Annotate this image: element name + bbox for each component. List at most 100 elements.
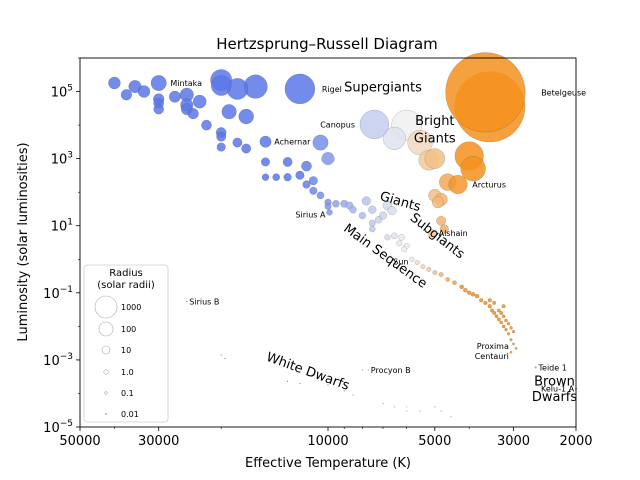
star-point (474, 293, 480, 299)
labeled-star-point (409, 256, 415, 262)
star-label: Arcturus (472, 181, 506, 190)
star-label: Procyon B (371, 366, 411, 375)
labeled-stars-layer: Mintaka Rigel Betelgeuse Canopus Achernar Arc… (150, 52, 586, 394)
x-tick-label: 3000 (497, 434, 530, 449)
star-point (501, 324, 506, 329)
star-point (387, 206, 397, 216)
labeled-star-point (367, 369, 369, 371)
star-point (384, 234, 391, 241)
star-point (382, 126, 406, 150)
star-point (374, 216, 383, 224)
star-point (169, 90, 181, 103)
star-point (424, 148, 445, 169)
star-point (426, 267, 432, 272)
star-point (487, 304, 492, 309)
star-point (438, 272, 444, 277)
star-point (499, 320, 503, 325)
star-point (224, 357, 226, 360)
legend-label: 0.1 (121, 389, 134, 398)
star-point (492, 300, 497, 305)
star-point (349, 206, 357, 214)
y-tick-base: 10 (43, 421, 60, 436)
star-point (302, 180, 311, 189)
legend-marker (98, 321, 114, 337)
star-point (501, 314, 506, 319)
star-point (436, 215, 446, 226)
star-point (479, 298, 484, 303)
legend-label: 10 (121, 346, 131, 355)
star-point (401, 246, 408, 253)
star-label: Mintaka (170, 79, 202, 88)
star-point (492, 311, 497, 315)
star-point (153, 103, 164, 115)
star-label: Rigel (322, 85, 342, 94)
labeled-star-point (448, 175, 468, 194)
star-point (220, 354, 222, 356)
star-point (445, 277, 450, 282)
star-point (295, 170, 305, 180)
labeled-star-point (445, 52, 526, 133)
x-tick-label: 30000 (138, 434, 179, 449)
x-tick-label: 10000 (307, 434, 348, 449)
star-label: Teide 1 (538, 363, 567, 372)
legend-marker (104, 412, 108, 416)
star-point (432, 196, 444, 209)
chart-title: Hertzsprung–Russell Diagram (216, 35, 438, 53)
radius-legend: Radius(solar radii) 1000 100 10 1.0 0.1 0.01 (83, 264, 169, 423)
star-point (467, 290, 472, 295)
star-point (192, 94, 207, 109)
star-point (358, 212, 366, 220)
star-point (434, 406, 436, 408)
star-point (221, 104, 237, 120)
star-point (327, 384, 329, 386)
star-point (312, 134, 329, 151)
star-point (241, 143, 252, 154)
star-point (201, 119, 212, 131)
y-tick-exp: −3 (60, 352, 73, 362)
star-point (406, 406, 408, 408)
y-tick-base: 10 (51, 220, 68, 235)
star-point (211, 75, 232, 96)
x-tick-label: 2000 (559, 434, 592, 449)
labeled-star-point (427, 229, 436, 238)
star-point (470, 292, 476, 297)
star-point (261, 173, 270, 181)
star-point (368, 219, 376, 227)
star-point (343, 390, 345, 392)
star-point (261, 157, 270, 167)
star-point (496, 308, 501, 313)
star-point (108, 76, 121, 90)
y-tick-label: 10−5 (43, 419, 73, 436)
star-label: Betelgeuse (541, 88, 586, 97)
star-point (414, 260, 420, 265)
star-point (504, 318, 508, 323)
star-point (324, 202, 332, 210)
star-label: Sirius A (295, 210, 326, 219)
star-point (316, 191, 325, 200)
y-tick-base: 10 (51, 86, 68, 101)
y-tick-label: 10−3 (43, 352, 73, 369)
y-tick-exp: −1 (60, 285, 73, 295)
star-point (309, 186, 318, 195)
region-label: Giants (414, 132, 456, 147)
star-point (321, 152, 335, 166)
labeled-star-point (359, 109, 389, 139)
star-point (393, 406, 396, 408)
region-label: Dwarfs (532, 390, 578, 405)
star-point (352, 394, 354, 396)
star-point (299, 382, 301, 385)
star-point (439, 224, 449, 234)
labeled-star-point (186, 300, 188, 302)
labeled-star-point (326, 209, 333, 216)
star-point (490, 308, 494, 313)
star-point (391, 232, 398, 240)
legend-marker (103, 369, 109, 375)
legend-marker (94, 295, 118, 319)
x-tick-label: 5000 (418, 434, 451, 449)
star-point (506, 322, 511, 326)
y-tick-exp: −5 (60, 419, 73, 429)
y-axis-label: Luminosity (solar luminosities) (16, 142, 31, 341)
y-tick-label: 103 (51, 151, 73, 168)
star-point (511, 330, 516, 334)
star-point (371, 366, 373, 369)
